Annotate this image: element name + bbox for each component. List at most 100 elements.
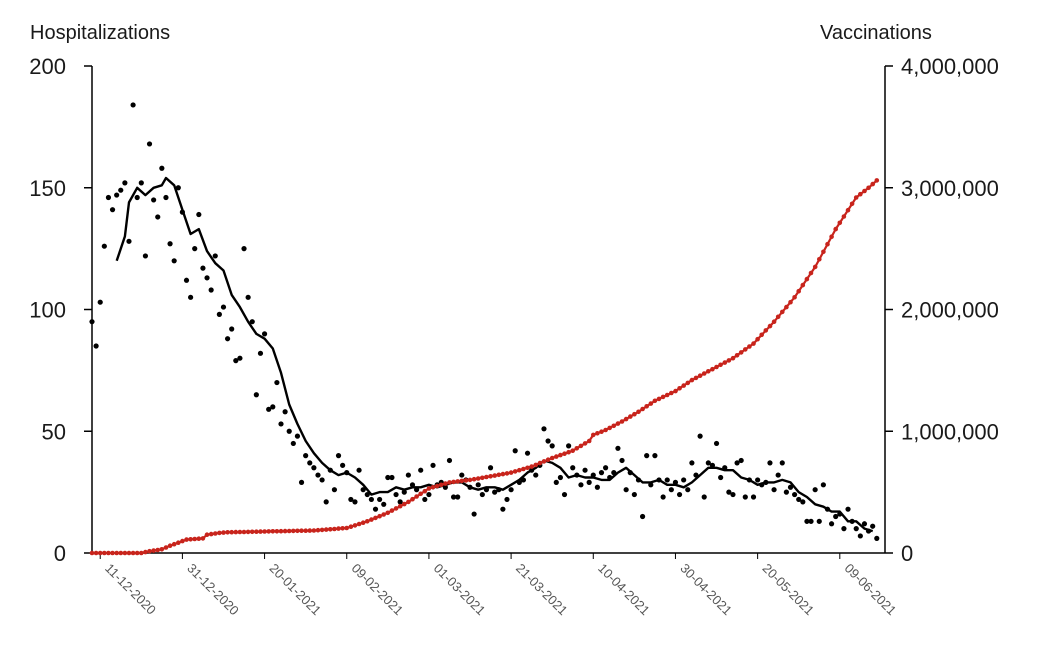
vaccinations-point <box>566 449 571 455</box>
vaccinations-point <box>870 181 875 187</box>
hospitalizations-point <box>697 433 703 439</box>
vaccinations-point <box>348 524 354 529</box>
vaccinations-point <box>438 482 444 488</box>
hospitalizations-point <box>549 443 555 449</box>
hospitalizations-point <box>393 491 399 498</box>
y-left-tick-label: 100 <box>29 298 66 323</box>
hospitalizations-point <box>93 343 99 349</box>
hospitalizations-point <box>307 460 313 466</box>
vaccinations-point <box>426 486 432 491</box>
hospitalizations-point <box>701 494 707 500</box>
hospitalizations-point <box>114 192 120 198</box>
hospitalizations-point <box>163 194 169 201</box>
vaccinations-point <box>410 496 415 502</box>
vaccinations-point <box>270 529 276 534</box>
hospitalizations-point <box>644 453 650 459</box>
hospitalizations-point <box>450 494 457 500</box>
hospitalizations-point <box>779 460 785 466</box>
vaccinations-point <box>102 550 107 556</box>
vaccinations-point <box>874 178 880 183</box>
x-tick-label: 10-04-2021 <box>595 561 653 619</box>
hospitalizations-point <box>430 462 436 468</box>
vaccinations-point <box>554 454 559 459</box>
x-tick-label: 20-01-2021 <box>266 561 324 619</box>
hospitalizations-point <box>122 180 128 186</box>
hospitalizations-point <box>204 275 210 281</box>
vaccinations-point <box>414 494 419 499</box>
vaccinations-point <box>204 532 210 537</box>
vaccinations-point <box>311 528 317 533</box>
hospitalizations-point <box>208 287 214 293</box>
vaccinations-point <box>714 364 719 370</box>
vaccinations-point <box>381 512 387 517</box>
vaccinations-point <box>434 483 440 489</box>
hospitalizations-point <box>541 426 547 432</box>
vaccinations-point <box>245 529 251 535</box>
vaccinations-point <box>323 527 329 532</box>
vaccinations-point <box>291 528 296 534</box>
hospitalizations-point <box>841 526 847 532</box>
hospitalizations-point <box>623 487 629 493</box>
vaccinations-point <box>829 234 834 239</box>
vaccinations-point <box>508 470 514 475</box>
vaccinations-point <box>480 475 485 481</box>
x-tick-label: 31-12-2020 <box>184 561 242 619</box>
hospitalizations-point <box>664 477 670 483</box>
hospitalizations-point <box>582 467 588 473</box>
hospitalizations-point <box>253 392 259 398</box>
hospitalizations-point <box>512 448 518 454</box>
hospitalizations-point <box>364 491 370 498</box>
y-right-ticks: 0 1,000,000 2,000,000 3,000,000 4,000,000 <box>885 54 999 566</box>
vaccinations-point <box>184 537 189 542</box>
vaccinations-point <box>143 549 148 555</box>
vaccinations-point <box>467 477 473 483</box>
hospitalizations-point <box>812 487 818 493</box>
hospitalizations-point <box>479 491 485 498</box>
vaccinations-point <box>360 520 366 525</box>
hospitalizations-point <box>578 482 584 488</box>
vaccinations-point <box>249 529 255 535</box>
vaccinations-point <box>599 429 604 435</box>
hospitalizations-point <box>631 491 637 498</box>
hospitalizations-point <box>594 484 600 490</box>
vaccinations-point <box>159 547 165 552</box>
x-tick-label: 09-02-2021 <box>349 561 407 619</box>
vaccinations-point <box>356 521 362 527</box>
vaccinations-point <box>669 390 674 396</box>
vaccinations-point <box>504 471 510 476</box>
vaccinations-point <box>319 527 325 533</box>
hospitalizations-point <box>278 421 284 427</box>
hospitalizations-point <box>598 470 605 476</box>
vaccinations-point <box>730 355 736 361</box>
vaccinations-point <box>726 358 732 363</box>
vaccinations-point <box>475 476 481 481</box>
y-left-tick-label: 50 <box>42 419 66 444</box>
vaccinations-point <box>722 360 728 365</box>
vaccinations-point <box>385 510 391 516</box>
vaccinations-point <box>299 528 304 533</box>
hospitalizations-point <box>742 494 748 500</box>
x-ticks: 11-12-2020 31-12-2020 20-01-2021 09-02-2021… <box>99 553 899 619</box>
hospitalizations-point <box>138 180 144 186</box>
vaccinations-point <box>853 195 859 200</box>
vaccinations-point <box>492 473 498 478</box>
hospitalizations-point <box>800 499 806 505</box>
hospitalizations-point <box>372 506 379 512</box>
vaccinations-point <box>615 421 621 426</box>
hospitalizations-point <box>755 477 761 483</box>
hospitalizations-point <box>331 487 338 493</box>
hospitalizations-point <box>175 185 181 191</box>
vaccinations-point <box>406 499 411 505</box>
hospitalizations-point <box>783 489 789 495</box>
hospitalizations-point <box>224 336 231 342</box>
vaccinations-point <box>660 394 666 400</box>
hospitalizations-point <box>833 513 839 520</box>
hospitalizations-point <box>500 506 506 512</box>
vaccinations-point <box>603 427 608 433</box>
hospitalizations-point <box>418 467 424 473</box>
hospitalizations-point <box>401 489 407 495</box>
vaccinations-point <box>229 529 234 535</box>
vaccinations-point <box>701 371 707 376</box>
vaccinations-point <box>336 526 341 531</box>
vaccinations-point <box>673 388 678 394</box>
